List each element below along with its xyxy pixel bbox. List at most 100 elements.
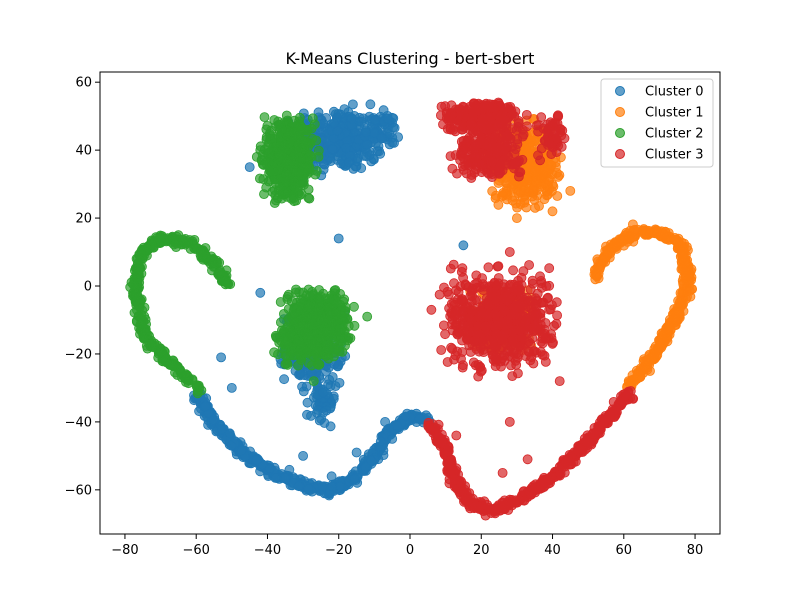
cluster-3-point <box>508 265 518 276</box>
cluster-3-point <box>457 263 468 274</box>
cluster-0-point <box>356 116 367 127</box>
cluster-2-point <box>349 301 359 312</box>
cluster-0-point <box>346 113 357 124</box>
cluster-2-point <box>311 135 322 146</box>
cluster-3-point <box>543 140 553 150</box>
cluster-3-point <box>445 263 456 274</box>
cluster-2-point <box>314 285 325 295</box>
cluster-3-point <box>505 133 516 144</box>
cluster-1-point <box>611 242 621 253</box>
cluster-3-point <box>483 168 494 179</box>
cluster-0-point <box>327 481 338 492</box>
cluster-2-point <box>282 187 293 198</box>
cluster-1-point <box>511 198 521 209</box>
cluster-2-point <box>254 173 265 184</box>
cluster-2-point <box>324 325 335 336</box>
cluster-3-point <box>465 125 476 135</box>
cluster-0-point <box>333 359 344 370</box>
cluster-2-point <box>289 127 300 138</box>
cluster-2-point <box>181 238 192 249</box>
cluster-2-point <box>318 314 329 325</box>
cluster-1-point <box>678 279 689 290</box>
cluster-2-point <box>337 311 348 322</box>
cluster-2-point <box>312 344 323 355</box>
cluster-2-point <box>281 110 292 121</box>
cluster-3-point <box>452 314 463 325</box>
cluster-2-point <box>162 233 173 244</box>
cluster-0-point <box>330 381 341 392</box>
cluster-2-point <box>261 132 272 143</box>
cluster-3-point <box>516 272 527 283</box>
cluster-0-point <box>341 142 351 153</box>
cluster-3-point <box>509 163 519 174</box>
cluster-2-point <box>201 251 212 261</box>
cluster-1-point <box>542 190 552 201</box>
cluster-3-point <box>545 304 556 315</box>
cluster-1-point <box>671 308 682 319</box>
cluster-3-point <box>500 328 510 339</box>
cluster-2-point <box>134 302 145 313</box>
cluster-1-point <box>526 142 537 153</box>
cluster-2-point <box>270 330 281 341</box>
cluster-1-point <box>679 266 690 277</box>
cluster-0-point <box>298 450 309 461</box>
cluster-0-point <box>280 472 291 483</box>
cluster-3-point <box>496 317 507 328</box>
cluster-2-point <box>280 359 291 370</box>
cluster-0-point <box>255 287 266 298</box>
cluster-0-point <box>279 374 290 385</box>
cluster-1-point <box>629 224 640 235</box>
cluster-3-point <box>456 136 467 147</box>
cluster-3-point <box>532 120 542 131</box>
cluster-3-point <box>551 297 562 308</box>
cluster-2-point <box>280 140 291 151</box>
cluster-0-point <box>208 415 219 426</box>
cluster-2-point <box>325 308 336 319</box>
cluster-0-point <box>200 401 211 412</box>
cluster-2-point <box>215 267 226 277</box>
cluster-2-point <box>304 193 315 204</box>
cluster-2-point <box>192 388 203 399</box>
cluster-3-point <box>528 358 539 369</box>
cluster-1-point <box>639 228 649 239</box>
cluster-3-point <box>483 262 494 273</box>
cluster-1-point <box>621 227 632 238</box>
cluster-3-point <box>492 147 503 158</box>
cluster-3-point <box>441 109 452 119</box>
cluster-2-point <box>262 121 273 131</box>
cluster-1-point <box>501 194 512 205</box>
cluster-3-point <box>545 117 556 128</box>
cluster-0-point <box>298 386 309 397</box>
cluster-1-point <box>530 202 540 213</box>
cluster-0-point <box>270 472 281 483</box>
cluster-2-point <box>273 164 284 175</box>
cluster-2-point <box>263 176 274 187</box>
cluster-1-point <box>531 165 541 176</box>
cluster-2-point <box>177 372 187 383</box>
cluster-2-point <box>157 347 168 358</box>
cluster-1-point <box>542 179 552 190</box>
cluster-3-point <box>542 293 553 304</box>
cluster-2-point <box>137 244 147 255</box>
cluster-3-point <box>466 296 477 307</box>
cluster-1-point <box>539 166 550 177</box>
cluster-2-point <box>314 293 324 304</box>
cluster-3-point <box>497 121 507 132</box>
cluster-2-point <box>139 326 150 337</box>
cluster-3-point <box>507 335 518 346</box>
cluster-3-point <box>559 133 570 144</box>
cluster-2-point <box>330 294 341 305</box>
cluster-1-point <box>602 245 612 256</box>
cluster-3-point <box>476 135 487 146</box>
cluster-2-point <box>291 147 302 158</box>
cluster-3-point <box>486 102 497 113</box>
cluster-0-point <box>319 418 330 428</box>
cluster-2-point <box>335 324 346 335</box>
cluster-2-point <box>362 311 373 322</box>
cluster-3-point <box>492 261 503 272</box>
cluster-3-point <box>537 329 548 340</box>
cluster-0-point <box>317 481 328 492</box>
cluster-3-point <box>509 285 520 296</box>
cluster-1-point <box>616 234 627 245</box>
